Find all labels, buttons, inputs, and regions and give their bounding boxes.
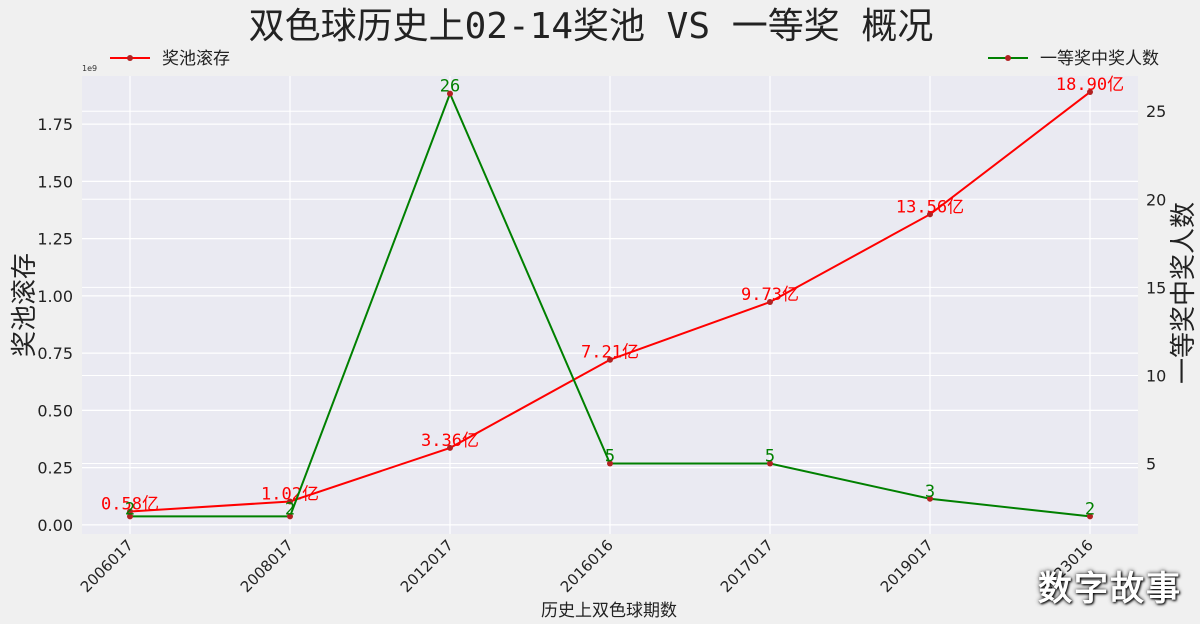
y-left-tick-label: 0.00 — [37, 516, 73, 535]
data-label: 3 — [925, 482, 935, 502]
legend-label: 奖池滚存 — [162, 49, 230, 69]
data-point — [287, 498, 293, 505]
data-point — [927, 211, 933, 218]
data-label: 5 — [605, 447, 615, 467]
y-left-tick-label: 1.50 — [37, 172, 73, 191]
data-point — [447, 90, 453, 97]
y-right-tick-label: 20 — [1146, 190, 1166, 209]
data-point — [767, 460, 773, 467]
x-tick-label: 2008017 — [237, 536, 297, 596]
legend-right: 一等奖中奖人数 — [988, 49, 1159, 69]
series-layer: 0.58亿 1.02亿 3.36亿 7.21亿 9.73亿 13.56亿 18.90亿 2 2 2… — [101, 75, 1124, 520]
y-right-tick-label: 10 — [1146, 366, 1166, 385]
data-label: 2 — [285, 499, 295, 519]
y-right-tick-label: 5 — [1146, 455, 1156, 474]
x-tick-label: 2006017 — [77, 536, 137, 596]
y-left-axis-label: 奖池滚存 — [10, 253, 40, 357]
data-label: 26 — [440, 77, 460, 97]
x-tick-label: 2019017 — [877, 536, 937, 596]
y-left-tick-label: 0.50 — [37, 401, 73, 420]
x-tick-label: 2016016 — [557, 536, 617, 596]
chart-title: 双色球历史上02-14奖池 VS 一等奖 概况 — [249, 6, 934, 47]
y-right-tick-label: 25 — [1146, 102, 1166, 121]
data-point — [607, 460, 613, 467]
legend-marker — [1005, 55, 1011, 61]
y-left-tick-label: 1.25 — [37, 230, 73, 249]
y-left-tick-label: 1.00 — [37, 287, 73, 306]
y-left-offset-text: 1e9 — [82, 64, 97, 73]
watermark: 数字故事 — [1038, 569, 1182, 609]
data-point — [927, 495, 933, 502]
legend-marker — [127, 55, 133, 61]
legend-label: 一等奖中奖人数 — [1040, 49, 1159, 69]
data-point — [1087, 89, 1093, 96]
legend-left: 奖池滚存 — [110, 49, 230, 69]
data-label: 1.02亿 — [261, 484, 319, 504]
data-label: 9.73亿 — [741, 285, 799, 305]
y-left-tick-label: 0.25 — [37, 459, 73, 478]
data-point — [127, 508, 133, 515]
grid — [82, 76, 1138, 534]
data-label: 2 — [1085, 499, 1095, 519]
y-right-tick-label: 15 — [1146, 278, 1166, 297]
data-label: 18.90亿 — [1056, 75, 1124, 95]
x-axis-label: 历史上双色球期数 — [541, 601, 677, 621]
data-point — [1087, 513, 1093, 520]
data-point — [447, 444, 453, 451]
data-point — [127, 513, 133, 520]
y-left-tick-label: 1.75 — [37, 115, 73, 134]
data-label: 3.36亿 — [421, 431, 479, 451]
data-point — [767, 299, 773, 306]
y-right-axis-label: 一等奖中奖人数 — [1169, 202, 1199, 384]
y-left-tick-label: 0.75 — [37, 344, 73, 363]
data-label: 5 — [765, 447, 775, 467]
data-point — [607, 356, 613, 363]
x-tick-label: 2012017 — [397, 536, 457, 596]
data-label: 13.56亿 — [896, 197, 964, 217]
data-point — [287, 513, 293, 520]
data-label: 7.21亿 — [581, 343, 639, 363]
x-tick-label: 2017017 — [717, 536, 777, 596]
data-label: 0.58亿 — [101, 495, 159, 515]
data-label: 2 — [125, 499, 135, 519]
